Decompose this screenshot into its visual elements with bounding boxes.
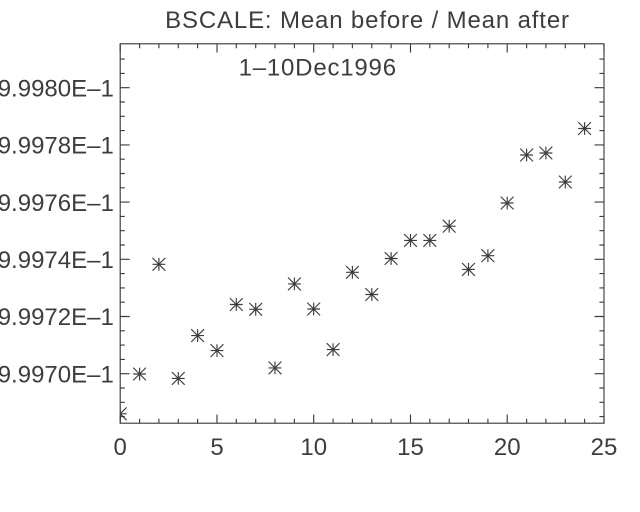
svg-text:25: 25 — [591, 434, 618, 461]
svg-text:0: 0 — [114, 434, 127, 461]
svg-text:BSCALE: Mean before / Mean aft: BSCALE: Mean before / Mean after — [165, 7, 570, 34]
svg-text:9.9978E–1: 9.9978E–1 — [0, 133, 114, 160]
svg-text:10: 10 — [300, 434, 327, 461]
svg-text:1–10Dec1996: 1–10Dec1996 — [239, 54, 397, 81]
svg-text:9.9976E–1: 9.9976E–1 — [0, 190, 114, 217]
svg-text:5: 5 — [210, 434, 223, 461]
svg-text:9.9972E–1: 9.9972E–1 — [0, 304, 114, 331]
svg-text:20: 20 — [494, 434, 521, 461]
svg-text:9.9970E–1: 9.9970E–1 — [0, 361, 114, 388]
svg-text:9.9974E–1: 9.9974E–1 — [0, 247, 114, 274]
svg-text:15: 15 — [397, 434, 424, 461]
svg-text:9.9980E–1: 9.9980E–1 — [0, 75, 114, 102]
